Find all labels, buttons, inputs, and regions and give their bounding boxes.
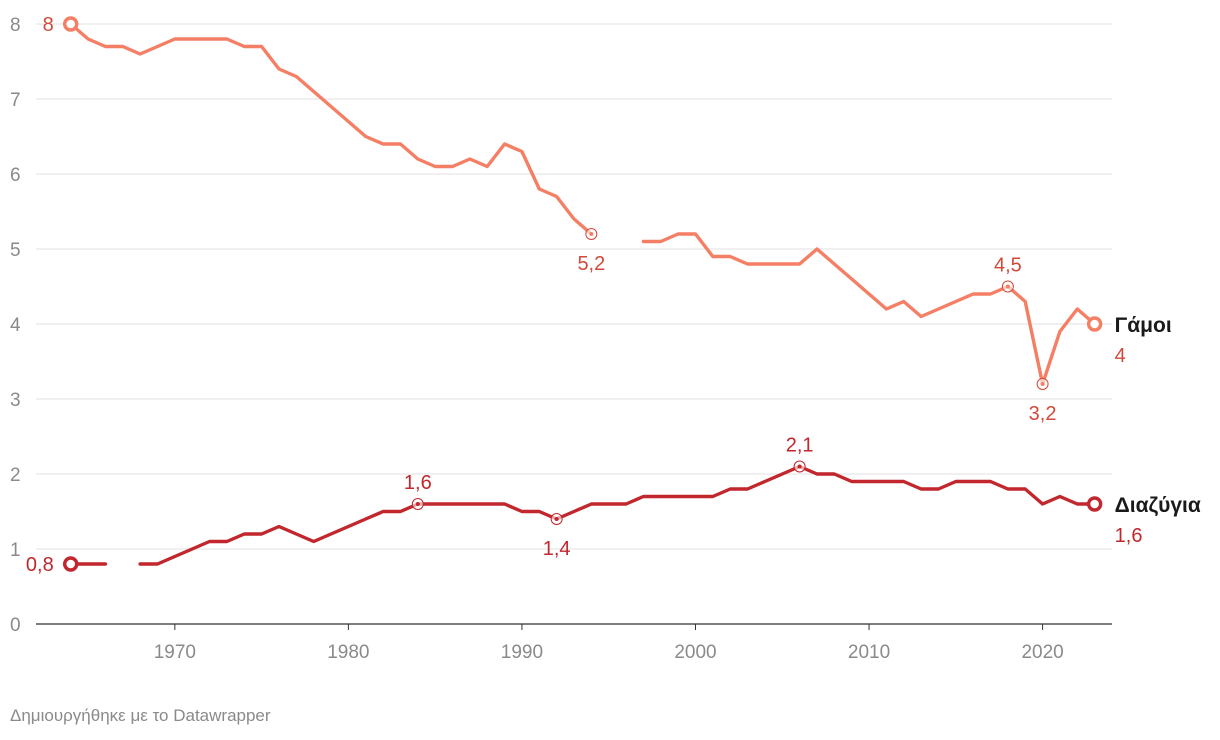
y-tick-label: 1: [10, 540, 21, 561]
series-line-2-segment-2: [138, 464, 1097, 566]
series-end-value-label: 1,6: [1115, 525, 1143, 547]
series-start-marker: [63, 16, 79, 32]
series-end-marker: [1086, 496, 1103, 512]
series-end-value-label: 4: [1115, 345, 1126, 367]
credit-text: Δημιουργήθηκε με το Datawrapper: [10, 706, 271, 725]
x-tick-label: 1970: [154, 642, 196, 663]
point-markers: [63, 16, 1103, 572]
series-end-marker: [1086, 316, 1103, 332]
x-tick-label: 2000: [674, 642, 716, 663]
x-tick-label: 1990: [501, 642, 543, 663]
series-line-1-segment-1: [69, 22, 594, 236]
y-tick-label: 8: [10, 15, 21, 36]
line-chart: 0 1 2 3 4 5 6 7 8 1970 1980 1990 2000 2010 2020 8 5,2 4…: [10, 14, 1201, 663]
y-tick-label: 3: [10, 390, 21, 411]
data-label: 2,1: [786, 435, 814, 457]
data-label: 1,6: [404, 472, 432, 494]
y-tick-label: 4: [10, 315, 21, 336]
x-tick-label: 2010: [848, 642, 890, 663]
gridlines: [36, 23, 1112, 625]
data-label: 1,4: [543, 538, 571, 560]
series-start-marker: [63, 556, 79, 572]
data-label: 3,2: [1029, 403, 1057, 425]
x-tick-label: 2020: [1021, 642, 1063, 663]
data-label: 8: [43, 14, 54, 36]
series-name-label: Γάμοι: [1115, 314, 1172, 337]
y-tick-label: 7: [10, 90, 21, 111]
data-labels: 8 5,2 4,5 3,2 Γάμοι 4 0,8 1,6 1,4 2,1 Διαζύγια 1,6: [26, 14, 1201, 576]
annotation-point-dot: [589, 232, 594, 236]
annotation-point-dot: [415, 502, 420, 506]
y-axis: 0 1 2 3 4 5 6 7 8: [10, 15, 21, 636]
y-tick-label: 5: [10, 240, 21, 261]
annotation-point-dot: [554, 517, 559, 521]
annotation-point-dot: [797, 464, 802, 469]
y-tick-label: 6: [10, 165, 21, 186]
data-label: 0,8: [26, 554, 54, 576]
annotation-point-dot: [1005, 284, 1010, 289]
series-lines: [69, 22, 1097, 566]
x-axis: 1970 1980 1990 2000 2010 2020: [154, 624, 1064, 663]
data-label: 4,5: [994, 255, 1022, 277]
series-name-label: Διαζύγια: [1115, 494, 1201, 517]
y-tick-label: 2: [10, 465, 21, 486]
annotation-point-dot: [1040, 382, 1045, 386]
y-tick-label: 0: [10, 615, 21, 636]
data-label: 5,2: [577, 253, 605, 275]
series-line-1-segment-2: [641, 232, 1097, 386]
x-tick-label: 1980: [327, 642, 369, 663]
